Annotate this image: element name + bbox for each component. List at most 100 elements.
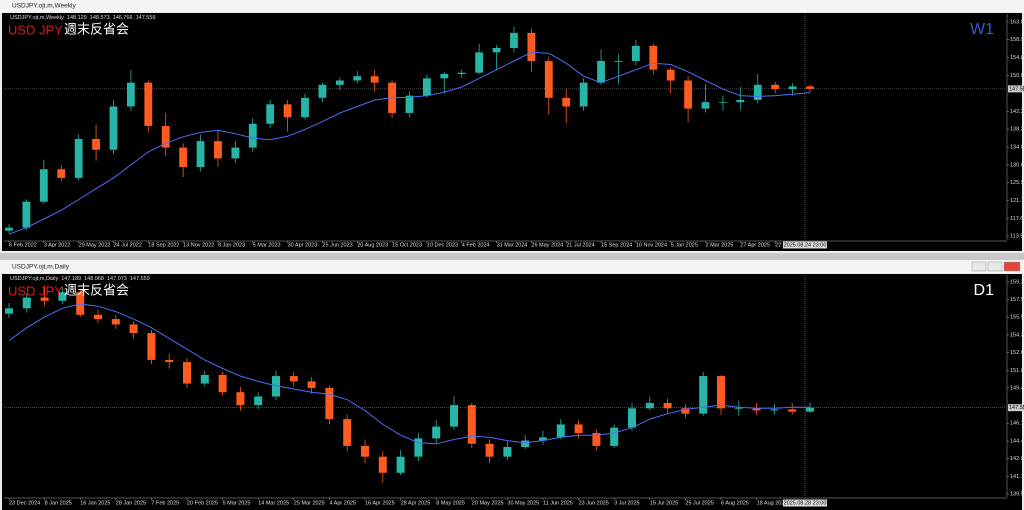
symbol-header: USDJPY.ojt,m,Daily 147.189 148.068 147.073 1… bbox=[10, 276, 150, 282]
y-tick-label: 117.650 bbox=[1010, 216, 1024, 222]
candle-body bbox=[378, 456, 387, 473]
x-tick-label: 8 Jan 2023 bbox=[218, 242, 245, 248]
y-tick-label: 121.730 bbox=[1010, 198, 1024, 204]
candle-body bbox=[307, 381, 316, 388]
candle-body bbox=[40, 297, 49, 301]
x-tick-label: 24 Jul 2022 bbox=[113, 242, 141, 248]
candle-body bbox=[592, 433, 601, 446]
x-tick-label: 28 Jan 2025 bbox=[116, 500, 146, 506]
x-tick-label: 15 Oct 2023 bbox=[392, 242, 422, 248]
candle-body bbox=[22, 297, 31, 309]
candle-body bbox=[527, 32, 536, 62]
candle-body bbox=[752, 408, 761, 411]
x-tick-label: 18 Aug 2025 bbox=[757, 500, 788, 506]
x-tick-label: 7 Feb 2025 bbox=[151, 500, 179, 506]
candle-body bbox=[129, 324, 138, 334]
candle-body bbox=[510, 32, 518, 49]
candle-body bbox=[521, 440, 530, 448]
candle-body bbox=[440, 73, 449, 79]
candle-body bbox=[579, 82, 588, 107]
candle-body bbox=[771, 84, 780, 90]
x-tick-label: 20 May 2025 bbox=[472, 500, 504, 506]
y-tick-label: 139.525 bbox=[1010, 491, 1024, 497]
candle-body bbox=[179, 147, 188, 168]
x-tick-label: 3 Apr 2022 bbox=[44, 242, 71, 248]
ohlc-low: 146.766 bbox=[113, 15, 133, 21]
candle-body bbox=[343, 419, 352, 446]
title-bar bbox=[0, 260, 1024, 273]
x-tick-label: 27 Apr 2025 bbox=[740, 242, 770, 248]
cursor-time: 2025.08.28 23:00 bbox=[784, 500, 827, 506]
candle-body bbox=[218, 374, 227, 393]
x-tick-label: 5 Jan 2025 bbox=[671, 242, 698, 248]
restore-button[interactable] bbox=[987, 261, 1003, 272]
x-tick-label: 20 Aug 2023 bbox=[357, 242, 388, 248]
candle-body bbox=[109, 106, 118, 150]
candle-body bbox=[684, 80, 693, 109]
y-tick-label: 155.970 bbox=[1010, 315, 1024, 321]
candle-body bbox=[325, 387, 334, 420]
candle-body bbox=[666, 69, 675, 81]
y-tick-label: 130.010 bbox=[1010, 162, 1024, 168]
candle-body bbox=[271, 376, 281, 397]
current-price-tag bbox=[1008, 85, 1024, 93]
candle-body bbox=[422, 78, 431, 96]
candle-body bbox=[719, 102, 727, 103]
candle-body bbox=[610, 427, 619, 446]
candle-body bbox=[457, 72, 466, 74]
x-tick-label: 30 Apr 2023 bbox=[288, 242, 318, 248]
candle-body bbox=[805, 407, 815, 412]
x-tick-label: 15 Sep 2024 bbox=[601, 242, 632, 248]
x-tick-label: 10 Dec 2023 bbox=[427, 242, 458, 248]
candle-body bbox=[4, 308, 14, 314]
x-tick-label: 29 May 2022 bbox=[79, 242, 111, 248]
x-tick-label: 4 Feb 2024 bbox=[462, 242, 490, 248]
title-bar bbox=[0, 0, 1024, 12]
window-title: USDJPY.ojt,m,Weekly bbox=[12, 3, 76, 10]
ohlc-open: 148.129 bbox=[67, 15, 87, 21]
y-tick-label: 151.030 bbox=[1010, 368, 1024, 374]
y-tick-label: 125.930 bbox=[1010, 180, 1024, 186]
candle-body bbox=[318, 84, 327, 98]
candle-body bbox=[492, 48, 501, 53]
x-tick-label: 25 Jul 2025 bbox=[685, 500, 713, 506]
y-tick-label: 157.595 bbox=[1010, 297, 1024, 303]
candle-body bbox=[631, 45, 640, 62]
candle-body bbox=[597, 61, 605, 83]
candle-body bbox=[405, 95, 414, 113]
candle-body bbox=[681, 408, 690, 414]
candle-body bbox=[200, 374, 209, 384]
y-tick-label: 142.830 bbox=[1010, 456, 1024, 462]
y-tick-label: 154.850 bbox=[1010, 55, 1024, 61]
candle-body bbox=[770, 409, 779, 411]
candle-body bbox=[485, 443, 494, 457]
y-tick-label: 134.090 bbox=[1010, 145, 1024, 151]
minimize-button[interactable] bbox=[971, 261, 987, 272]
candle-body bbox=[301, 97, 309, 118]
candle-body bbox=[699, 376, 708, 414]
candle-body bbox=[236, 392, 245, 406]
candle-body bbox=[736, 99, 745, 103]
overlay-note: 週末反省会 bbox=[64, 21, 129, 36]
x-tick-label: 18 Sep 2022 bbox=[148, 242, 179, 248]
symbol-label: USDJPY.ojt,m,Daily bbox=[10, 276, 58, 282]
candle-body bbox=[147, 333, 156, 360]
ohlc-close: 147.559 bbox=[136, 15, 156, 21]
current-price-tag bbox=[1008, 404, 1024, 412]
candle-body bbox=[449, 405, 459, 427]
x-tick-label: 26 May 2024 bbox=[531, 242, 563, 248]
close-button[interactable] bbox=[1003, 261, 1021, 272]
x-tick-label: 2 Mar 2025 bbox=[706, 242, 734, 248]
current-price-label: 147.559 bbox=[1009, 405, 1024, 411]
y-tick-label: 159.255 bbox=[1010, 279, 1024, 285]
candle-body bbox=[5, 227, 13, 231]
x-tick-label: 3 Jul 2025 bbox=[614, 500, 639, 506]
y-tick-label: 158.930 bbox=[1010, 37, 1024, 43]
symbol-label: USDJPY.ojt,m,Weekly bbox=[10, 15, 64, 21]
ohlc-close: 147.559 bbox=[130, 276, 150, 282]
candle-body bbox=[248, 123, 257, 148]
ohlc-low: 147.073 bbox=[107, 276, 127, 282]
x-tick-label: 30 May 2025 bbox=[507, 500, 539, 506]
